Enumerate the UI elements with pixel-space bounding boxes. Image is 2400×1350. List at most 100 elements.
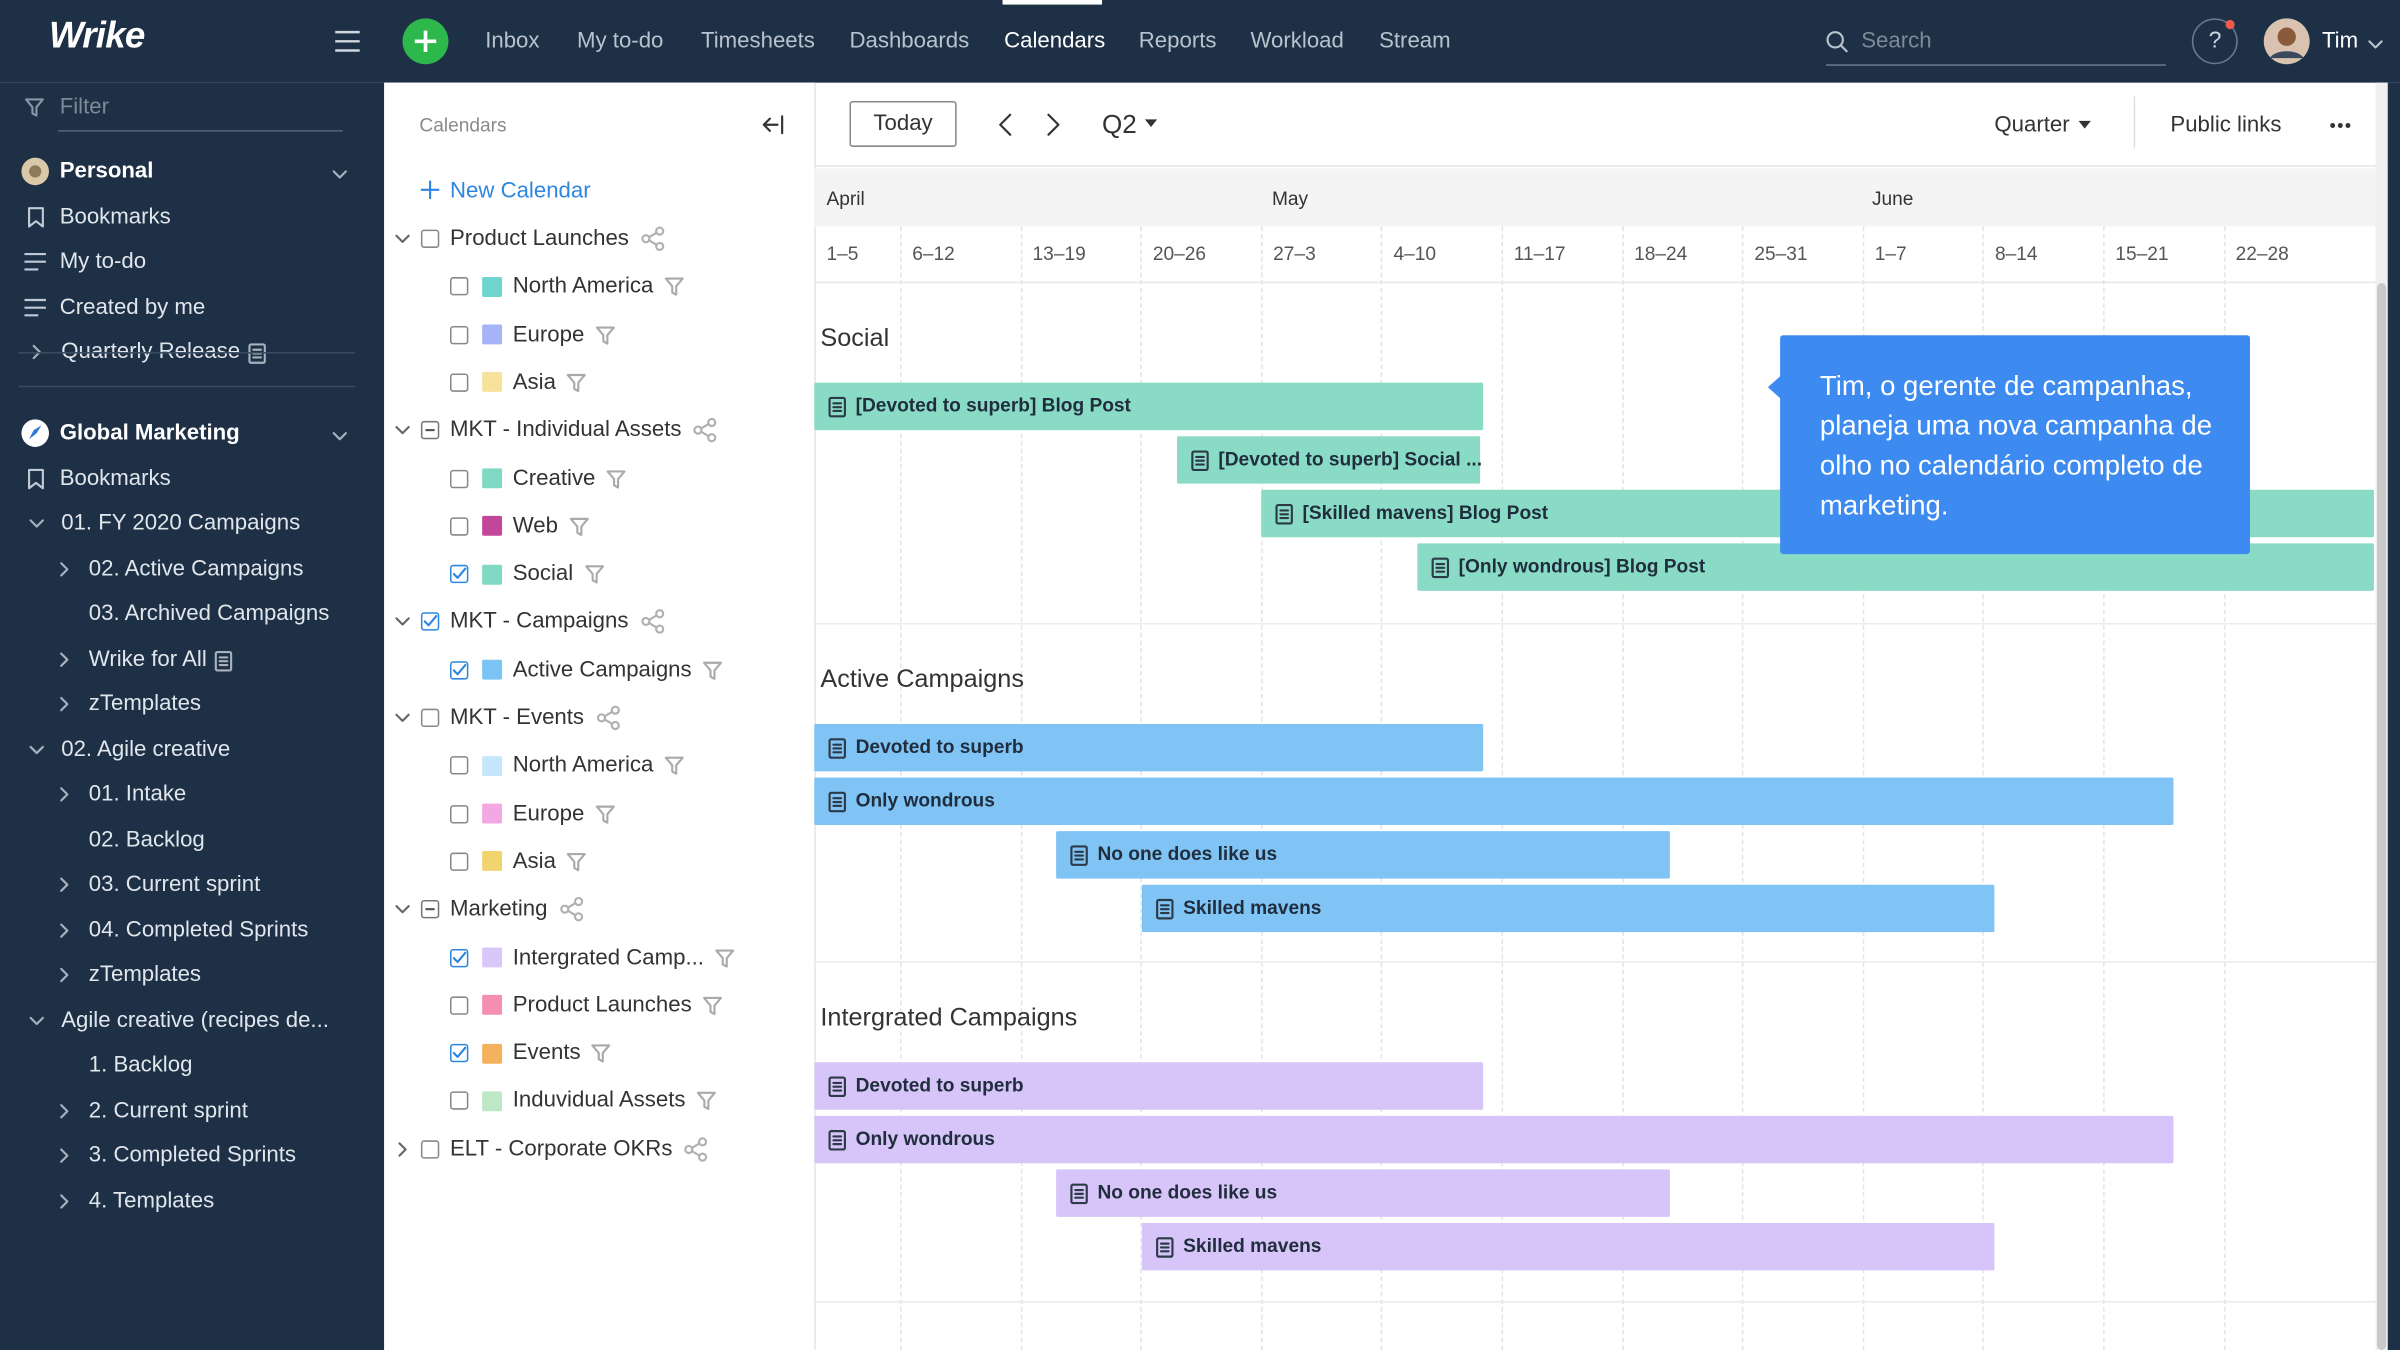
task-bar[interactable] <box>1141 884 1995 933</box>
task-bar[interactable] <box>814 723 1484 772</box>
calendar-item[interactable]: North America <box>512 753 654 779</box>
sidebar-item[interactable]: 01. Intake <box>88 782 187 807</box>
share-icon[interactable] <box>596 705 620 731</box>
checkbox[interactable] <box>449 852 469 871</box>
group-toggle[interactable] <box>395 423 410 438</box>
sidebar-item[interactable]: zTemplates <box>88 962 202 988</box>
checkbox[interactable] <box>449 277 469 296</box>
sidebar-item[interactable]: Wrike for All <box>88 646 207 672</box>
tree-toggle[interactable] <box>29 742 44 757</box>
prev-button[interactable] <box>998 113 1012 136</box>
filter-icon[interactable] <box>569 516 589 537</box>
task-label[interactable]: Skilled mavens <box>1183 896 1322 919</box>
task-bar[interactable] <box>1056 831 1670 879</box>
task-label[interactable]: [Devoted to superb] Blog Post <box>855 394 1131 417</box>
group-toggle[interactable] <box>395 231 410 246</box>
tree-toggle[interactable] <box>57 922 72 938</box>
calendar-item[interactable]: Creative <box>512 466 596 491</box>
today-button[interactable]: Today <box>849 101 957 147</box>
section-toggle[interactable] <box>332 167 347 179</box>
view-select[interactable]: Quarter <box>1994 113 2070 138</box>
checkbox[interactable] <box>420 708 440 728</box>
share-icon[interactable] <box>693 418 717 443</box>
task-label[interactable]: Skilled mavens <box>1183 1235 1322 1257</box>
checkbox[interactable] <box>449 373 469 392</box>
group-toggle[interactable] <box>395 710 410 725</box>
sidebar-item[interactable]: 03. Archived Campaigns <box>88 601 330 627</box>
task-label[interactable]: Only wondrous <box>855 1128 995 1150</box>
user-avatar[interactable] <box>2263 18 2310 65</box>
nav-item[interactable]: Timesheets <box>701 29 815 54</box>
calendar-item[interactable]: Asia <box>512 370 556 395</box>
calendar-item[interactable]: Induvidual Assets <box>512 1088 686 1114</box>
tree-toggle[interactable] <box>29 516 44 531</box>
user-name[interactable]: Tim <box>2321 29 2359 54</box>
calendar-group[interactable]: MKT - Campaigns <box>449 609 629 635</box>
task-label[interactable]: Devoted to superb <box>855 736 1024 758</box>
group-toggle[interactable] <box>395 1141 410 1157</box>
sidebar-item[interactable]: 01. FY 2020 Campaigns <box>61 511 301 536</box>
calendar-item[interactable]: Asia <box>512 849 556 874</box>
sidebar-item[interactable]: Bookmarks <box>59 466 171 491</box>
task-bar[interactable] <box>814 777 2174 825</box>
new-calendar[interactable]: New Calendar <box>449 179 591 204</box>
sidebar-item[interactable]: zTemplates <box>88 691 202 717</box>
filter-icon[interactable] <box>664 276 684 297</box>
checkbox[interactable] <box>449 517 469 536</box>
sidebar-item[interactable]: Global Marketing <box>59 420 240 446</box>
checkbox[interactable] <box>420 900 440 919</box>
filter-icon[interactable] <box>567 851 587 872</box>
calendar-item[interactable]: Product Launches <box>512 993 692 1018</box>
checkbox[interactable] <box>449 469 469 488</box>
filter-icon[interactable] <box>696 1090 716 1111</box>
task-label[interactable]: [Devoted to superb] Social ... <box>1218 448 1483 470</box>
filter-icon[interactable] <box>715 947 735 968</box>
tree-toggle[interactable] <box>57 1103 72 1118</box>
sidebar-item[interactable]: 4. Templates <box>88 1188 215 1214</box>
nav-item[interactable]: Stream <box>1379 29 1451 54</box>
sidebar-item[interactable]: Agile creative (recipes de... <box>61 1007 329 1033</box>
share-icon[interactable] <box>684 1136 708 1162</box>
tree-toggle[interactable] <box>57 1148 72 1163</box>
nav-item[interactable]: Calendars <box>1004 29 1106 54</box>
checkbox[interactable] <box>449 948 469 967</box>
sidebar-filter[interactable]: Filter <box>59 94 110 120</box>
sidebar-item[interactable]: 03. Current sprint <box>88 872 261 897</box>
share-icon[interactable] <box>640 609 664 635</box>
menu-button[interactable] <box>335 30 360 52</box>
tree-toggle[interactable] <box>57 651 72 667</box>
filter-icon[interactable] <box>664 755 684 776</box>
checkbox[interactable] <box>449 1044 469 1063</box>
help-circle[interactable] <box>2191 18 2238 65</box>
filter-icon[interactable] <box>567 372 587 393</box>
sidebar-item[interactable]: My to-do <box>59 249 147 274</box>
checkbox[interactable] <box>449 660 469 680</box>
checkbox[interactable] <box>449 756 469 775</box>
share-icon[interactable] <box>559 897 583 922</box>
calendar-item[interactable]: Social <box>512 561 574 587</box>
task-bar[interactable] <box>1141 1222 1995 1271</box>
sidebar-item[interactable]: 2. Current sprint <box>88 1098 248 1123</box>
tree-toggle[interactable] <box>57 696 72 712</box>
task-bar[interactable] <box>1177 436 1481 484</box>
calendar-item[interactable]: Europe <box>512 801 585 826</box>
share-icon[interactable] <box>641 226 665 252</box>
group-toggle[interactable] <box>395 902 410 917</box>
tree-toggle[interactable] <box>57 561 72 576</box>
nav-item[interactable]: Inbox <box>485 29 540 54</box>
sidebar-item[interactable]: Created by me <box>59 294 206 320</box>
calendar-group[interactable]: Marketing <box>449 897 548 922</box>
nav-item[interactable]: My to-do <box>577 29 664 54</box>
checkbox[interactable] <box>449 564 469 584</box>
sidebar-item[interactable]: 02. Agile creative <box>61 736 231 762</box>
filter-icon[interactable] <box>702 995 722 1016</box>
calendar-group[interactable]: MKT - Events <box>449 705 585 731</box>
task-label[interactable]: Only wondrous <box>855 789 995 812</box>
nav-item[interactable]: Reports <box>1138 29 1217 54</box>
group-toggle[interactable] <box>395 614 410 629</box>
scrollbar-thumb[interactable] <box>2377 283 2387 1350</box>
calendar-item[interactable]: Events <box>512 1040 581 1066</box>
nav-item[interactable]: Workload <box>1250 29 1344 54</box>
collapse-panel[interactable] <box>762 115 784 135</box>
tree-toggle[interactable] <box>57 1193 72 1208</box>
